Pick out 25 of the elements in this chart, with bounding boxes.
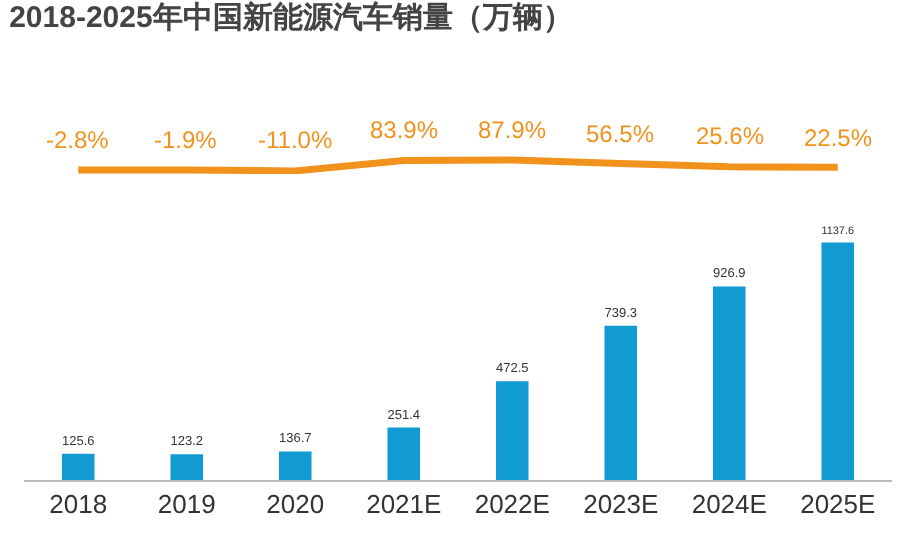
chart-title: 2018-2025年中国新能源汽车销量（万辆） [9, 0, 573, 35]
bar [821, 242, 855, 480]
data-label: 25.6% [696, 122, 765, 150]
x-tick-label: 2025E [800, 489, 877, 520]
x-tick-label: 2022E [474, 489, 551, 520]
x-tick-label: 2024E [691, 489, 768, 520]
data-label: -11.0% [258, 126, 333, 154]
data-label: 22.5% [804, 124, 873, 152]
bar [712, 286, 746, 480]
data-label: -1.9% [154, 126, 218, 154]
bar [170, 454, 204, 480]
data-label: 56.5% [586, 120, 655, 148]
bar [495, 381, 529, 480]
data-label: -2.8% [46, 126, 110, 154]
x-tick-label: 2021E [366, 489, 443, 520]
bar [278, 451, 312, 480]
x-tick-label: 2018 [49, 489, 108, 520]
bar [61, 453, 95, 480]
bar [387, 427, 421, 480]
data-label: 83.9% [370, 116, 439, 144]
x-tick-label: 2019 [157, 489, 216, 520]
data-label: 87.9% [478, 116, 547, 144]
bar [604, 325, 638, 480]
x-tick-label: 2023E [583, 489, 660, 520]
x-tick-label: 2020 [266, 489, 325, 520]
